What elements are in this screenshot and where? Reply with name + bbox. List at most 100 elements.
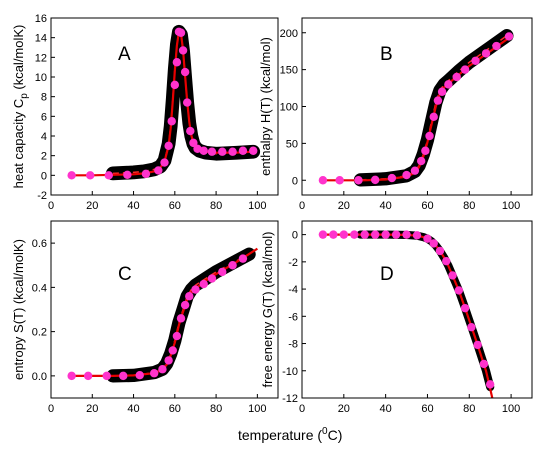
x-tick-label: 80 — [210, 403, 222, 415]
x-tick-label: 0 — [48, 200, 54, 212]
y-tick-label: 6 — [41, 111, 47, 123]
data-point — [435, 246, 445, 256]
data-point — [218, 267, 227, 277]
data-point — [421, 146, 430, 155]
data-point — [83, 371, 93, 381]
data-point — [391, 230, 401, 239]
data-point — [504, 32, 514, 41]
data-point — [172, 58, 182, 67]
data-point — [387, 173, 397, 183]
data-point — [168, 346, 177, 355]
data-point — [185, 292, 194, 301]
x-tick-label: 0 — [299, 403, 305, 415]
data-point — [178, 46, 188, 55]
panel-letter: D — [380, 264, 394, 285]
data-point — [442, 256, 451, 266]
shared-xlabel: temperature (0C) — [238, 426, 342, 443]
data-point — [119, 371, 128, 381]
x-tick-label: 60 — [169, 200, 181, 212]
y-tick-label: -12 — [282, 393, 298, 405]
y-tick-label: 0.2 — [32, 327, 47, 339]
data-point — [454, 286, 464, 295]
y-tick-label: 14 — [35, 33, 47, 45]
y-axis-label: enthalpy H(T) (kcal/mol) — [258, 37, 273, 176]
y-tick-label: -8 — [288, 339, 298, 351]
y-tick-label: 2 — [41, 151, 47, 163]
y-axis-label: free energy G(T) (kcal/mol) — [260, 231, 275, 387]
data-point — [238, 254, 248, 263]
data-point — [170, 80, 180, 90]
x-tick-label: 20 — [86, 403, 98, 415]
data-point — [160, 158, 169, 167]
data-point — [141, 169, 151, 179]
data-point — [180, 300, 190, 310]
panel-letter: A — [118, 44, 131, 65]
data-point — [228, 261, 237, 270]
y-tick-label: -2 — [37, 190, 47, 202]
data-point — [207, 147, 217, 156]
panel-letter: B — [380, 44, 393, 65]
data-point — [354, 176, 363, 185]
data-point — [452, 72, 461, 82]
y-tick-label: 4 — [41, 131, 47, 143]
y-tick-label: 0 — [41, 170, 47, 182]
x-tick-label: 100 — [502, 200, 520, 212]
data-point — [370, 175, 380, 185]
y-tick-label: 100 — [280, 102, 298, 114]
data-point — [416, 156, 426, 166]
x-tick-label: 40 — [127, 200, 139, 212]
data-point — [429, 239, 438, 248]
data-point — [479, 359, 489, 369]
x-tick-label: 100 — [248, 200, 266, 212]
data-point — [410, 166, 420, 175]
y-tick-label: 0 — [292, 230, 298, 242]
band-center-dashed-line — [360, 233, 491, 388]
x-tick-label: 40 — [380, 200, 392, 212]
panel-letter: C — [118, 264, 132, 285]
y-axis-label: entropy S(T) (kcal/molK) — [11, 239, 26, 380]
y-tick-label: 0.4 — [32, 282, 47, 294]
data-point — [218, 147, 227, 156]
data-point — [402, 230, 411, 239]
y-tick-label: -2 — [288, 257, 298, 269]
x-tick-label: 40 — [380, 403, 392, 415]
data-point — [207, 274, 217, 283]
data-point — [471, 56, 480, 65]
x-tick-label: 100 — [502, 403, 520, 415]
data-point — [104, 171, 113, 180]
data-point — [402, 170, 411, 180]
x-tick-label: 80 — [463, 200, 475, 212]
data-point — [135, 371, 144, 380]
data-point — [350, 230, 359, 239]
data-point — [360, 230, 369, 239]
data-point — [123, 170, 132, 180]
x-tick-label: 80 — [210, 200, 222, 212]
confidence-band — [356, 230, 495, 392]
data-point — [180, 67, 190, 77]
data-point — [467, 323, 476, 332]
data-point — [473, 340, 482, 350]
x-tick-label: 20 — [86, 200, 98, 212]
data-point — [154, 166, 163, 175]
data-point — [412, 231, 422, 240]
data-point — [158, 365, 167, 374]
plot-frame — [301, 17, 533, 196]
data-point — [448, 271, 457, 280]
data-point — [67, 371, 76, 381]
data-point — [485, 380, 495, 389]
data-point — [381, 230, 390, 239]
data-point — [67, 171, 76, 180]
data-point — [370, 230, 380, 239]
x-tick-label: 60 — [421, 403, 433, 415]
y-tick-label: 0.6 — [32, 238, 47, 250]
data-point — [189, 138, 198, 148]
data-point — [238, 146, 248, 155]
data-point — [318, 230, 328, 239]
data-point — [164, 356, 173, 365]
data-point — [149, 369, 159, 378]
y-tick-label: -10 — [282, 366, 298, 378]
data-point — [329, 230, 338, 239]
